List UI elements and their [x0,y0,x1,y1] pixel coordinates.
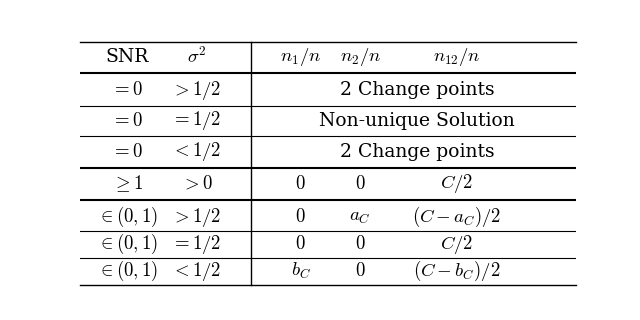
Text: SNR: SNR [106,48,149,66]
Text: $0$: $0$ [355,262,365,280]
Text: $= 0$: $= 0$ [111,112,143,130]
Text: $0$: $0$ [296,208,306,226]
Text: $= 1/2$: $= 1/2$ [172,233,221,256]
Text: $\in (0,1)$: $\in (0,1)$ [97,205,157,229]
Text: 2 Change points: 2 Change points [340,143,495,161]
Text: $\in (0,1)$: $\in (0,1)$ [97,259,157,283]
Text: $> 1/2$: $> 1/2$ [172,205,221,228]
Text: $(C - a_C)/2$: $(C - a_C)/2$ [412,205,502,229]
Text: $n_1/n$: $n_1/n$ [280,46,321,68]
Text: $= 0$: $= 0$ [111,81,143,99]
Text: $\geq 1$: $\geq 1$ [111,173,143,194]
Text: $n_2/n$: $n_2/n$ [340,46,381,68]
Text: $0$: $0$ [296,235,306,253]
Text: $> 0$: $> 0$ [180,175,212,193]
Text: $a_C$: $a_C$ [349,208,371,226]
Text: $C/2$: $C/2$ [440,233,474,256]
Text: $C/2$: $C/2$ [440,172,474,195]
Text: $0$: $0$ [296,175,306,193]
Text: $b_C$: $b_C$ [291,261,310,281]
Text: Non-unique Solution: Non-unique Solution [319,112,515,130]
Text: $0$: $0$ [355,235,365,253]
Text: $> 1/2$: $> 1/2$ [172,79,221,102]
Text: $\in (0,1)$: $\in (0,1)$ [97,232,157,256]
Text: 2 Change points: 2 Change points [340,81,495,99]
Text: $n_{12}/n$: $n_{12}/n$ [433,46,481,68]
Text: $0$: $0$ [355,175,365,193]
Text: $(C - b_C)/2$: $(C - b_C)/2$ [413,259,500,283]
Text: $= 1/2$: $= 1/2$ [172,109,221,132]
Text: $= 0$: $= 0$ [111,143,143,161]
Text: $< 1/2$: $< 1/2$ [172,140,221,163]
Text: $\sigma^2$: $\sigma^2$ [187,47,207,67]
Text: $< 1/2$: $< 1/2$ [172,260,221,283]
